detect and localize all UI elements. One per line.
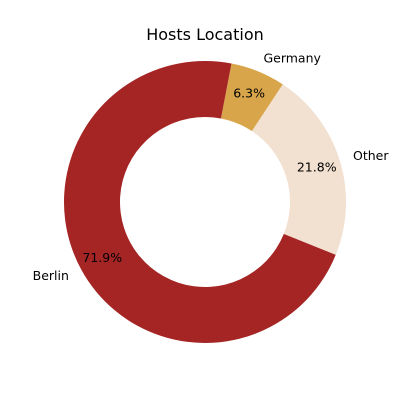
category-label-berlin: Berlin [33,268,69,283]
chart-title: Hosts Location [146,25,264,44]
percent-label-germany: 6.3% [233,86,265,101]
donut-slices [64,61,346,343]
percent-label-berlin: 71.9% [82,250,122,265]
category-label-other: Other [353,148,389,163]
category-label-germany: Germany [263,50,321,65]
percent-label-other: 21.8% [297,159,337,174]
